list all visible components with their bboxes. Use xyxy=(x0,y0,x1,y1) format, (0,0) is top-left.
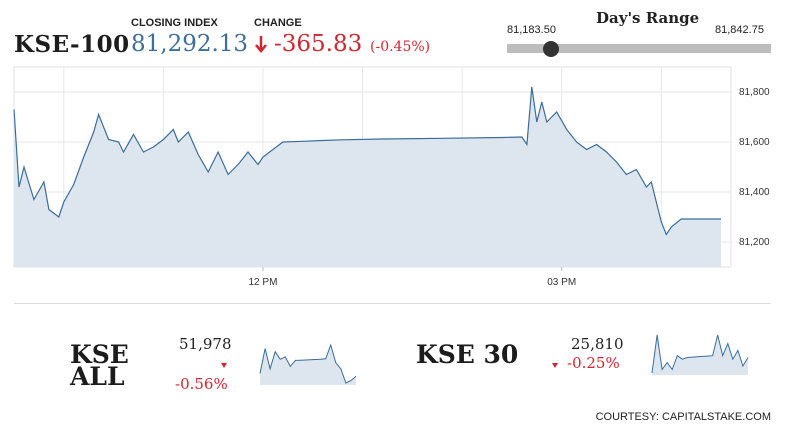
kse30-value: 25,810 xyxy=(571,335,624,353)
days-range-low: 81,183.50 xyxy=(507,24,556,36)
kse30-percent: -0.25% xyxy=(567,354,620,372)
sparkline-line xyxy=(259,343,357,384)
x-tick-label: 03 PM xyxy=(547,277,576,288)
series-line xyxy=(13,86,721,236)
days-range-bar xyxy=(507,44,771,53)
kse-all-name-line1: KSE xyxy=(70,340,129,369)
sparkline-area xyxy=(652,335,748,375)
kse-all-name: KSE ALL xyxy=(70,340,129,391)
arrow-down-icon xyxy=(221,363,227,368)
sparkline-area xyxy=(260,345,356,385)
kse30-name: KSE 30 xyxy=(416,340,519,369)
days-range-title: Day's Range xyxy=(596,9,700,27)
change-value: -365.83 xyxy=(274,31,363,57)
index-name: KSE-100 xyxy=(14,31,130,58)
days-range-marker xyxy=(542,41,559,57)
kse-all-sparkline xyxy=(259,343,357,385)
y-tick-label: 81,800 xyxy=(739,87,770,98)
kse-all-name-line2: ALL xyxy=(70,362,125,391)
x-tick-label: 12 PM xyxy=(249,277,278,288)
change-percent: (-0.45%) xyxy=(370,39,431,55)
closing-index-value: 81,292.13 xyxy=(131,31,249,57)
arrow-down-icon xyxy=(552,363,558,368)
days-range-high: 81,842.75 xyxy=(715,24,764,36)
closing-index-label: CLOSING INDEX xyxy=(131,17,218,29)
y-tick-label: 81,600 xyxy=(739,137,770,148)
kse-all-percent: -0.56% xyxy=(175,375,228,393)
divider xyxy=(14,303,771,304)
kse-all-value: 51,978 xyxy=(179,335,232,353)
courtesy-credit: COURTESY: CAPITALSTAKE.COM xyxy=(595,411,771,423)
y-tick-label: 81,200 xyxy=(739,237,770,248)
y-tick-label: 81,400 xyxy=(739,187,770,198)
series-area xyxy=(14,87,721,267)
kse30-sparkline xyxy=(651,334,749,375)
main-chart: 81,800 81,600 81,400 81,200 12 PM 03 PM xyxy=(13,66,770,288)
arrow-down-icon xyxy=(255,36,267,53)
change-label: CHANGE xyxy=(254,17,302,29)
sparkline-line xyxy=(651,334,749,374)
